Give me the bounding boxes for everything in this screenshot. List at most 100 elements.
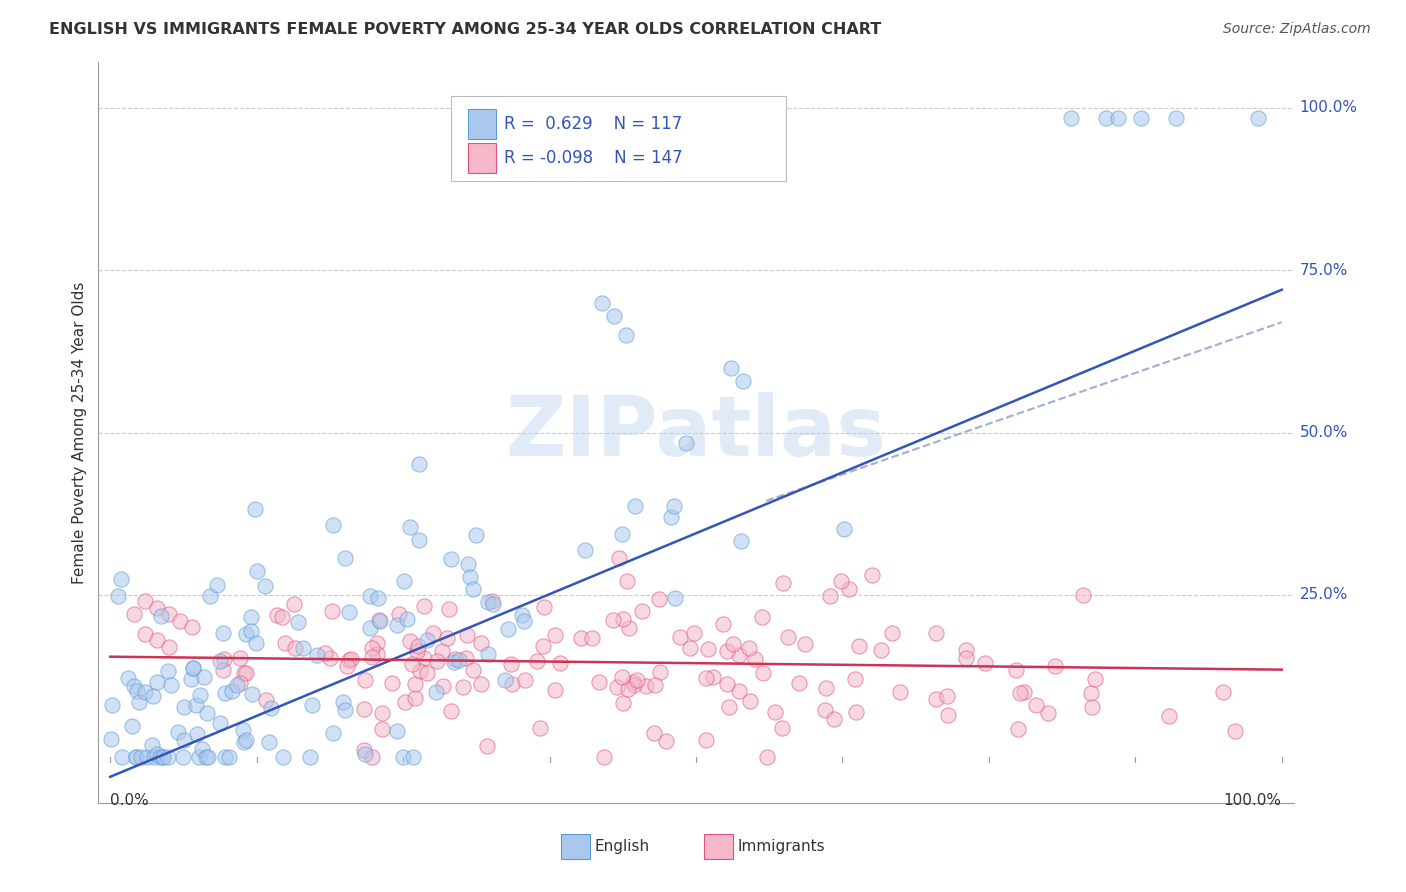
Point <box>1043 659 1066 673</box>
Point <box>134 684 156 698</box>
Point <box>221 683 243 698</box>
Point <box>271 610 294 624</box>
Point <box>134 627 156 641</box>
Point <box>581 632 603 646</box>
Point <box>1159 709 1181 723</box>
Point <box>122 607 145 622</box>
Point <box>1081 700 1104 714</box>
Point <box>823 712 845 726</box>
FancyBboxPatch shape <box>561 834 589 859</box>
Point <box>728 683 751 698</box>
Point <box>181 661 204 675</box>
Point <box>361 650 384 665</box>
Point <box>129 750 152 764</box>
Point <box>664 591 686 606</box>
Point <box>461 582 484 596</box>
Point <box>731 374 754 388</box>
Point <box>152 750 174 764</box>
Point <box>173 733 195 747</box>
Point <box>291 640 314 655</box>
Point <box>648 592 671 607</box>
Point <box>716 676 738 690</box>
Point <box>111 750 134 764</box>
Point <box>186 727 208 741</box>
Point <box>284 640 307 655</box>
Point <box>122 679 145 693</box>
Point <box>1247 111 1270 125</box>
Point <box>245 636 267 650</box>
Point <box>675 435 697 450</box>
Point <box>661 509 683 524</box>
Point <box>591 295 613 310</box>
Point <box>361 641 384 656</box>
Point <box>121 719 143 733</box>
Y-axis label: Female Poverty Among 25-34 Year Olds: Female Poverty Among 25-34 Year Olds <box>72 282 87 583</box>
Point <box>186 698 208 712</box>
Point <box>233 735 256 749</box>
Point <box>544 628 567 642</box>
Point <box>254 693 277 707</box>
Point <box>845 705 868 719</box>
Point <box>321 604 343 618</box>
Point <box>245 501 267 516</box>
Point <box>793 637 815 651</box>
Point <box>254 579 277 593</box>
Point <box>610 526 633 541</box>
Point <box>461 663 484 677</box>
Point <box>711 617 734 632</box>
Point <box>146 601 169 615</box>
Point <box>513 614 536 628</box>
Point <box>721 637 744 651</box>
Text: 100.0%: 100.0% <box>1223 793 1282 808</box>
Point <box>366 647 388 661</box>
Point <box>730 533 752 548</box>
Point <box>283 597 305 611</box>
Text: English: English <box>595 839 650 854</box>
Point <box>208 715 231 730</box>
Point <box>385 617 408 632</box>
Point <box>814 681 837 695</box>
Point <box>246 565 269 579</box>
Point <box>235 665 257 680</box>
Point <box>614 328 637 343</box>
Point <box>361 750 384 764</box>
Point <box>408 533 430 547</box>
Point <box>936 708 959 723</box>
Point <box>664 499 686 513</box>
Point <box>340 652 363 666</box>
Point <box>974 656 997 670</box>
Point <box>612 612 634 626</box>
Point <box>443 655 465 669</box>
Point <box>631 604 654 618</box>
Point <box>607 550 630 565</box>
Point <box>426 654 449 668</box>
Point <box>727 648 749 663</box>
Point <box>274 635 297 649</box>
Point <box>644 678 666 692</box>
Point <box>889 685 911 699</box>
Point <box>211 626 233 640</box>
Point <box>470 677 492 691</box>
Point <box>454 650 477 665</box>
Point <box>619 621 641 635</box>
Point <box>240 687 263 701</box>
Point <box>149 609 172 624</box>
Point <box>180 672 202 686</box>
Point <box>353 673 375 688</box>
Point <box>465 527 488 541</box>
Point <box>187 750 209 764</box>
Point <box>402 750 425 764</box>
Point <box>333 551 356 566</box>
Point <box>1071 588 1094 602</box>
Point <box>208 654 231 668</box>
Point <box>146 675 169 690</box>
Point <box>456 628 478 642</box>
Point <box>371 722 394 736</box>
Point <box>612 696 634 710</box>
Point <box>191 742 214 756</box>
Text: ENGLISH VS IMMIGRANTS FEMALE POVERTY AMONG 25-34 YEAR OLDS CORRELATION CHART: ENGLISH VS IMMIGRANTS FEMALE POVERTY AMO… <box>49 22 882 37</box>
Point <box>416 633 439 648</box>
Point <box>134 594 156 608</box>
Point <box>544 683 567 698</box>
Point <box>239 609 262 624</box>
